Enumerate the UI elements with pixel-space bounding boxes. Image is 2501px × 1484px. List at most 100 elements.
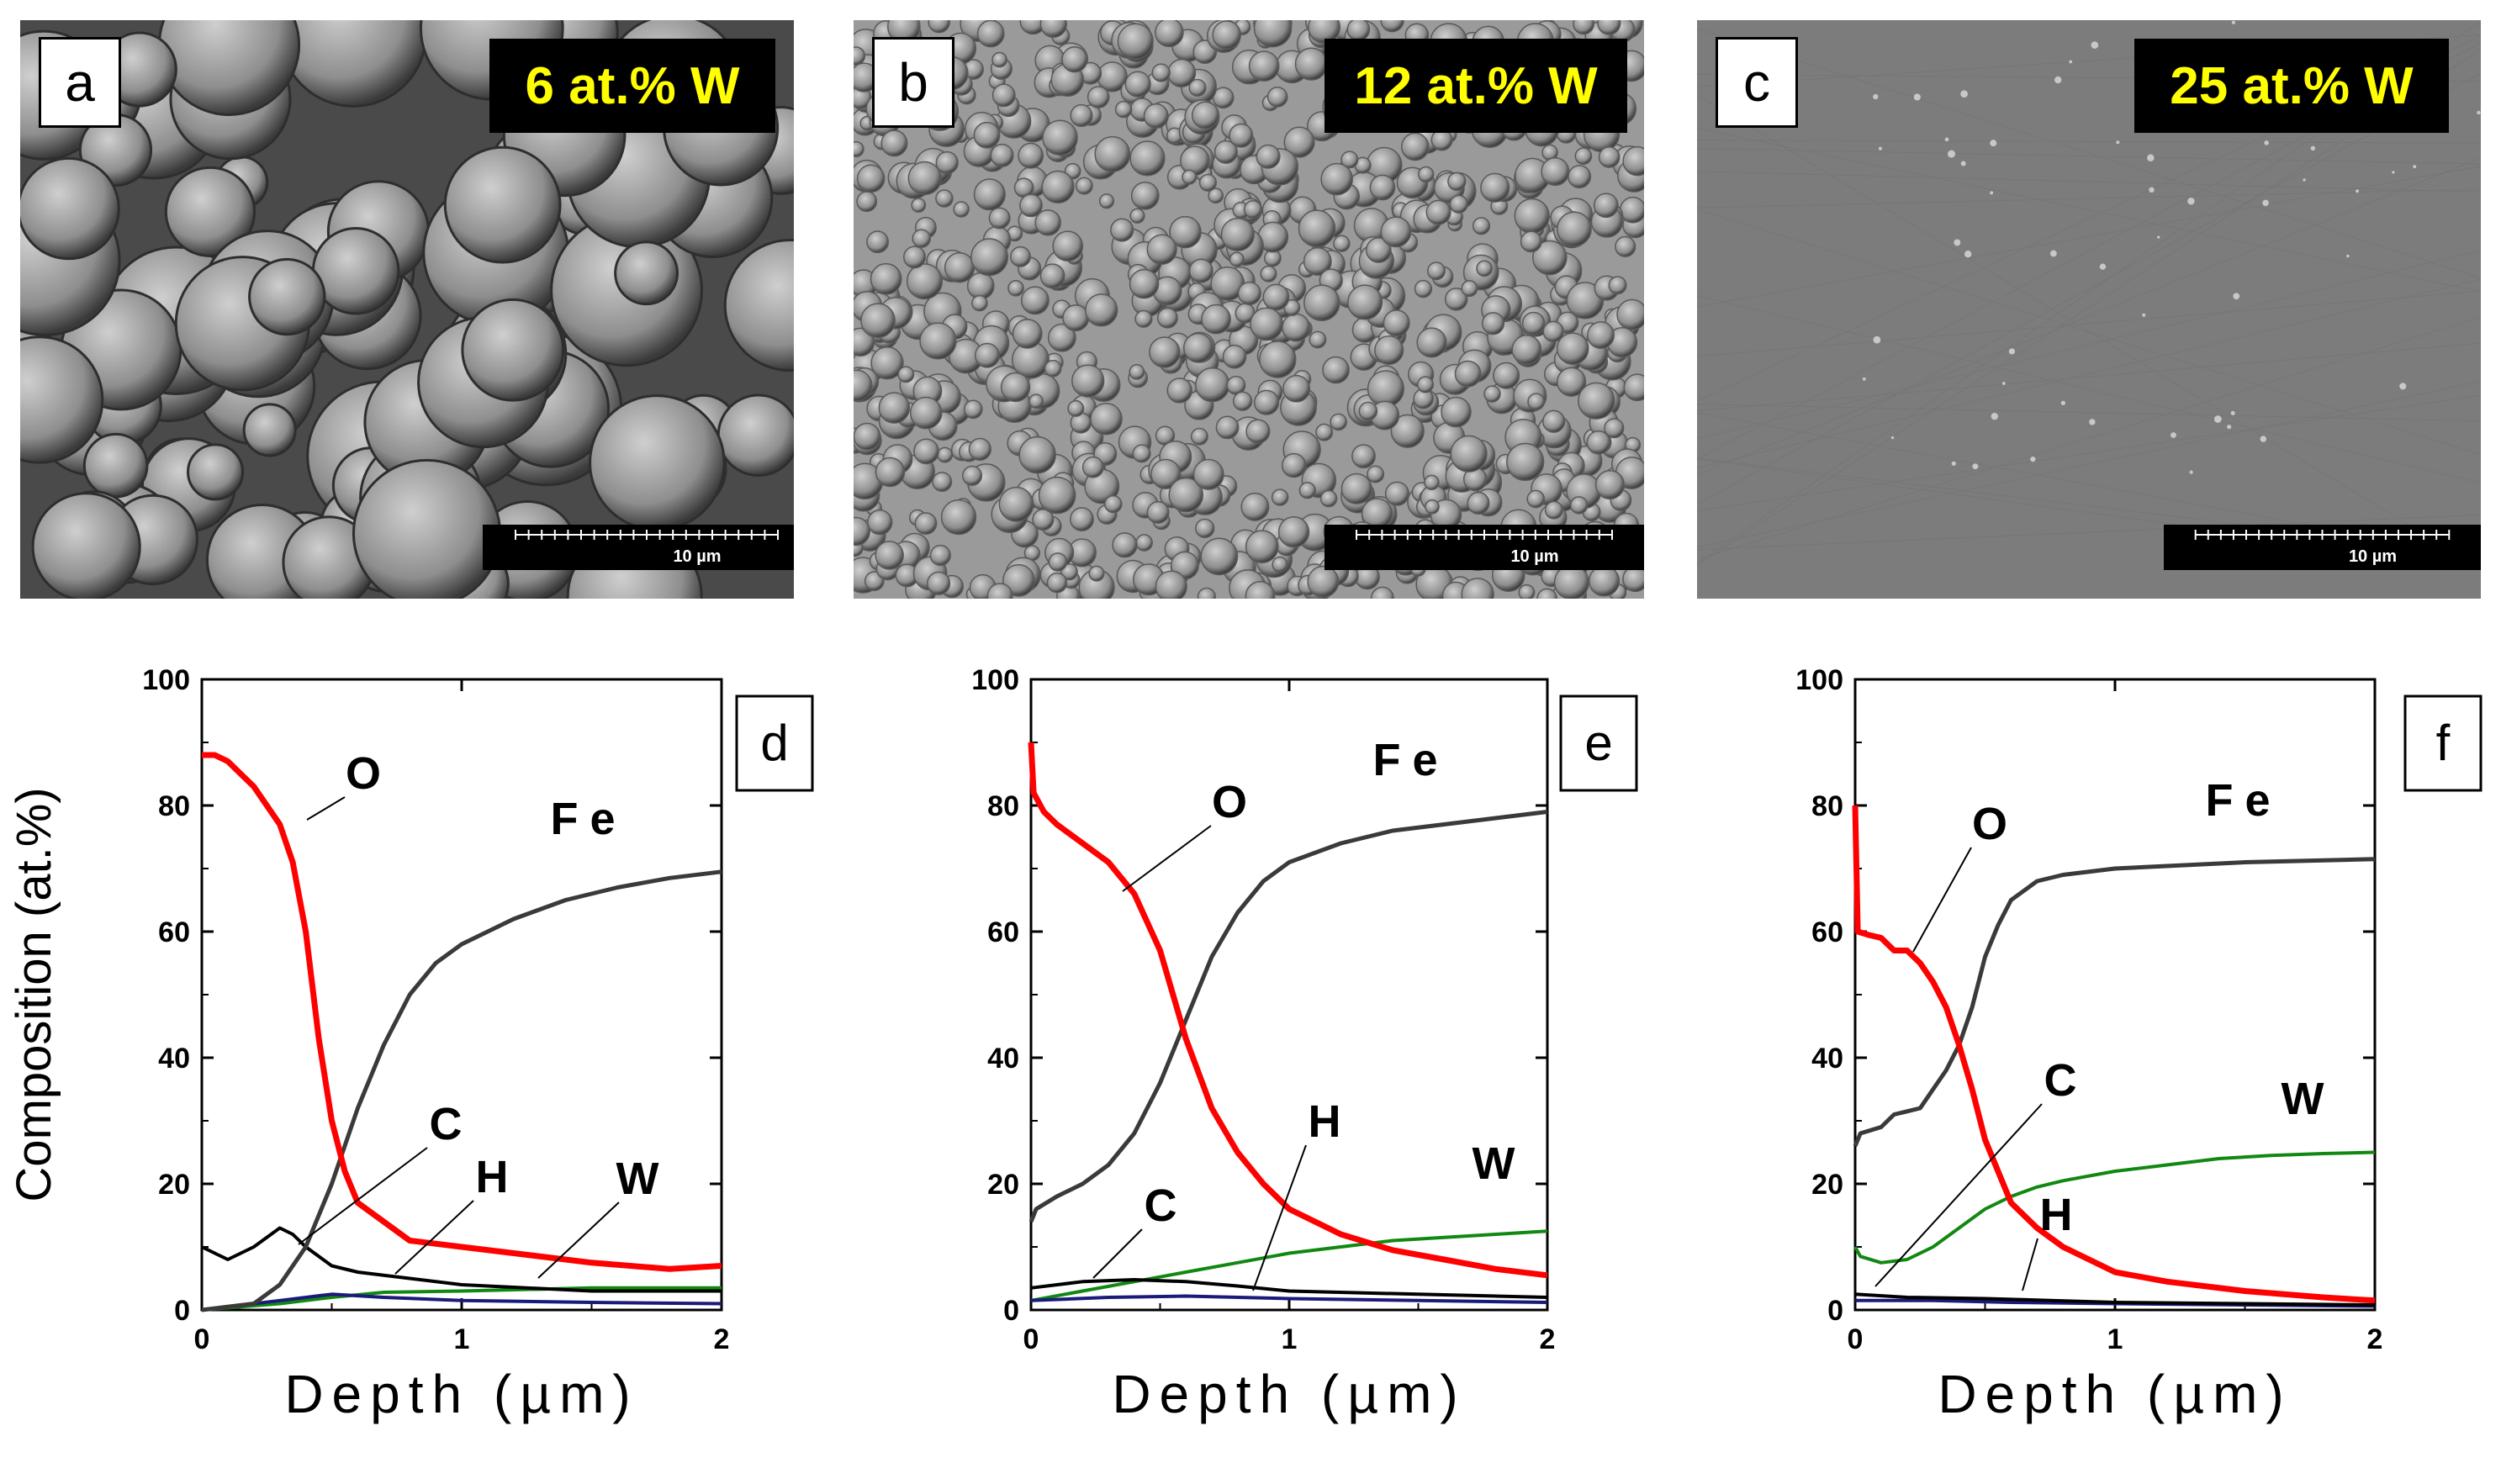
sem-nodule: [164, 166, 256, 257]
sem-grain: [906, 263, 944, 300]
series-label-c: C: [430, 1099, 463, 1149]
sem-grain: [1400, 132, 1430, 161]
sem-particle: [1990, 191, 1994, 195]
sem-particle: [1951, 461, 1956, 466]
scale-bar-a: 10 µm: [483, 525, 794, 570]
sem-grain: [1084, 293, 1118, 327]
sem-nodule: [31, 492, 141, 599]
sem-grain: [1447, 172, 1467, 192]
sem-particle: [2089, 419, 2096, 425]
sem-grain: [961, 465, 983, 486]
sem-grain: [1277, 516, 1310, 548]
sem-particle: [2157, 235, 2160, 239]
sem-grain: [1253, 20, 1293, 48]
sem-nodule: [20, 156, 120, 261]
y-tick-label: 60: [1811, 916, 1843, 948]
sem-grain: [870, 262, 902, 295]
sem-grain: [1307, 565, 1340, 598]
scale-bar-b: 10 µm: [1325, 525, 1644, 570]
sem-particle: [2008, 348, 2016, 355]
series-line-h: [1030, 1294, 1548, 1304]
series-label-c: C: [2044, 1055, 2077, 1106]
sem-grain: [1542, 320, 1564, 343]
sem-grain: [1104, 494, 1123, 514]
sem-particle: [2260, 436, 2267, 442]
sem-grain: [1110, 218, 1134, 242]
sem-grain: [991, 83, 1016, 108]
x-tick-label: 0: [1023, 1323, 1039, 1355]
sem-grain: [1007, 280, 1024, 297]
sem-grain: [1146, 501, 1170, 524]
sem-grain: [1260, 265, 1277, 283]
sem-grain: [1149, 336, 1181, 368]
sem-grain: [1608, 276, 1627, 295]
sem-grain: [1369, 174, 1396, 201]
sem-grain: [1556, 367, 1587, 397]
sem-particle: [1990, 140, 1997, 147]
leader-line-o: [1122, 825, 1212, 892]
leader-line-o: [1912, 847, 1972, 953]
sem-grain: [1597, 20, 1621, 35]
sem-grain: [1320, 162, 1353, 196]
sem-particle: [2231, 20, 2236, 24]
sem-grain: [1232, 391, 1253, 411]
sem-grain: [976, 20, 1005, 48]
sem-particle: [1873, 93, 1879, 100]
sem-grain: [1124, 71, 1151, 98]
sem-grain: [929, 544, 951, 567]
sem-grain: [1444, 288, 1468, 311]
y-tick-label: 0: [1827, 1295, 1843, 1327]
sem-streak: [1697, 404, 2481, 422]
sem-particle: [1960, 161, 1966, 166]
sem-grain: [913, 438, 939, 465]
sem-grain: [1094, 135, 1131, 172]
series-line-o: [202, 752, 722, 1272]
sem-grain: [907, 161, 942, 196]
sem-grain: [1198, 173, 1217, 192]
sem-particle: [2230, 410, 2235, 415]
sem-grain: [1416, 376, 1435, 393]
series-line-h: [201, 1292, 722, 1312]
series-label-h: H: [476, 1152, 509, 1202]
sem-streak: [1697, 72, 2481, 505]
plot-frame: [1029, 678, 1549, 1312]
sem-particle: [2147, 154, 2155, 161]
sem-grain: [1087, 86, 1110, 108]
sem-nodule: [723, 239, 794, 372]
series-label-h: H: [1309, 1096, 1341, 1147]
chart-panel-f: 0 20 40 60 80 100 0 1 2 Depth (µm) f O Fe C H W: [1795, 664, 2482, 1424]
sem-grain: [1384, 481, 1409, 506]
series-line-w: [1853, 1150, 2376, 1265]
sem-grain: [1511, 334, 1542, 365]
sem-grain: [909, 396, 943, 430]
sem-grain: [973, 121, 1001, 149]
sem-grain: [1168, 477, 1204, 513]
sem-grain: [973, 178, 1006, 211]
x-axis-label: Depth (µm): [1938, 1364, 2292, 1424]
leader-line-c: [1092, 1228, 1143, 1279]
leader-line-h: [394, 1200, 474, 1275]
series-line-w: [1030, 1229, 1548, 1302]
sem-grain: [1020, 286, 1050, 315]
sem-grain: [1061, 46, 1088, 73]
sem-grain: [1075, 177, 1093, 195]
sem-grain: [1201, 304, 1231, 335]
sem-particle: [1873, 335, 1881, 344]
sem-grain: [1070, 103, 1093, 128]
sem-particle: [1960, 90, 1968, 98]
sem-streak: [1697, 342, 2481, 411]
sem-image-a: a 6 at.% W 10 µm: [20, 20, 794, 599]
sem-grain: [1309, 330, 1327, 349]
series-label-o: O: [346, 748, 381, 799]
series-label-c: C: [1145, 1180, 1177, 1231]
y-tick-label: 0: [1003, 1295, 1019, 1327]
sem-grain: [1271, 489, 1289, 506]
x-tick-label: 1: [1282, 1323, 1298, 1355]
sem-grain: [1472, 217, 1491, 235]
sem-grain: [1594, 469, 1625, 500]
sem-streak: [1697, 28, 2481, 279]
sem-particle: [2264, 140, 2269, 145]
sem-grain: [1222, 344, 1247, 369]
sem-grain: [1347, 284, 1383, 320]
sem-grain: [1067, 399, 1085, 417]
